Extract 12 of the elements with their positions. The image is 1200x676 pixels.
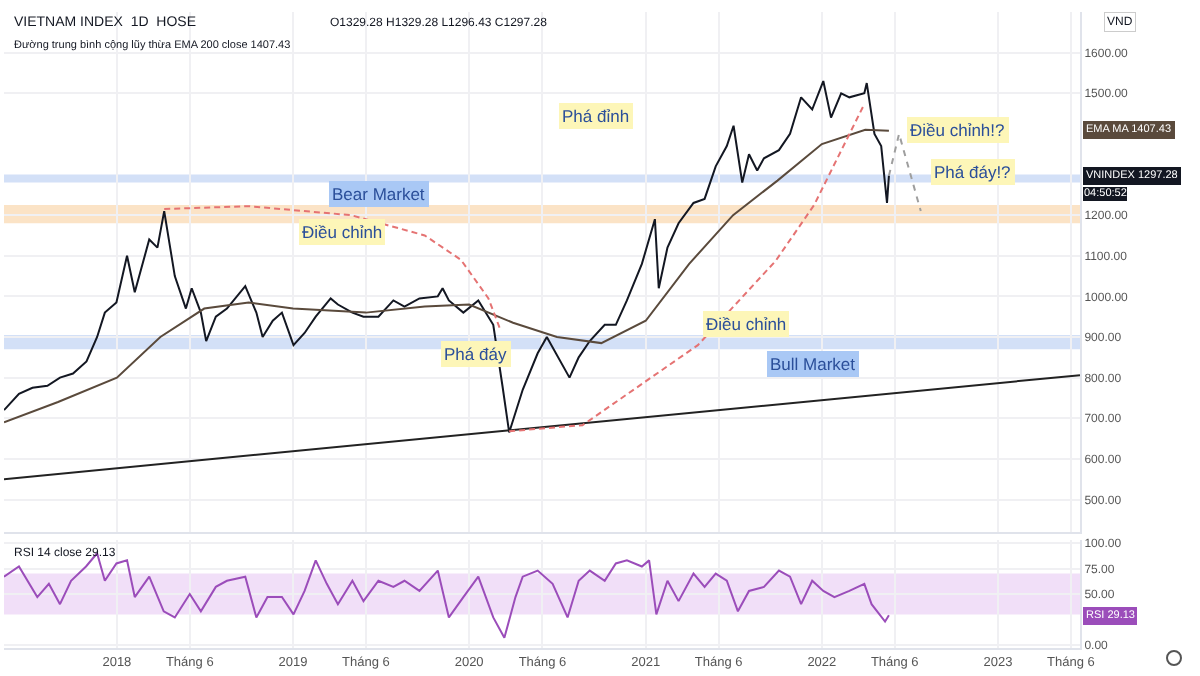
- line-series: [508, 104, 865, 433]
- line-series: [163, 205, 502, 330]
- annotation: Bull Market: [770, 354, 857, 374]
- annotation: Điều chỉnh: [302, 222, 383, 242]
- annotation: Phá đáy!?: [934, 162, 1012, 182]
- annotation: Bear Market: [332, 184, 426, 204]
- annotation: Điều chỉnh!?: [910, 120, 1006, 140]
- annotation: Phá đáy: [444, 344, 508, 364]
- line-series: [4, 80, 890, 434]
- annotation: Phá đỉnh: [562, 106, 630, 126]
- annotation: Điều chỉnh: [706, 314, 787, 334]
- line-series: [4, 128, 890, 424]
